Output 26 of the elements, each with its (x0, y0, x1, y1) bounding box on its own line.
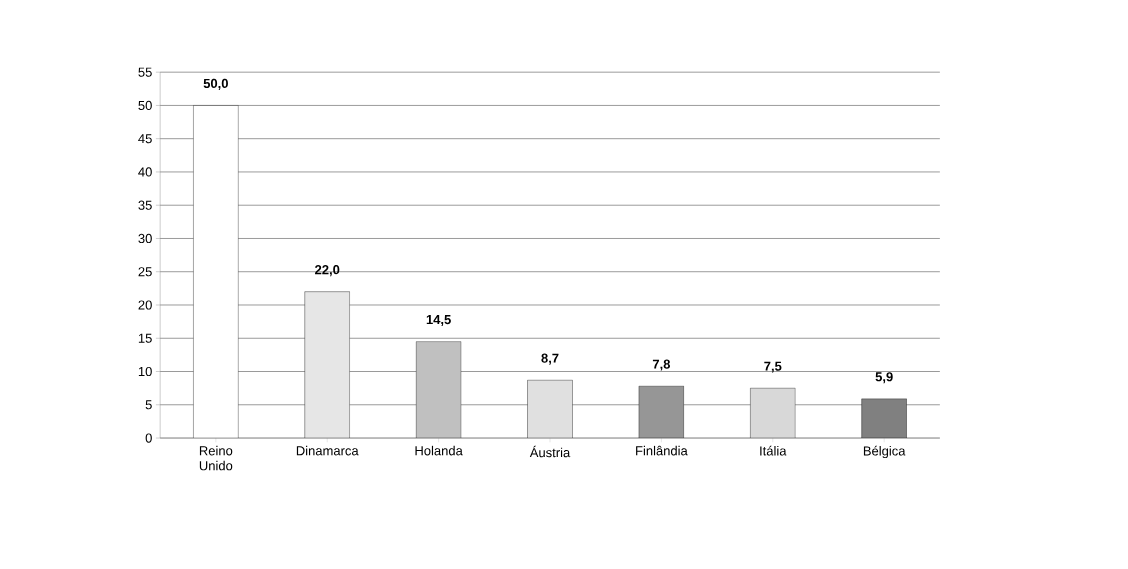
x-tick-label: Itália (760, 445, 787, 456)
data-label: 7,5 (764, 361, 782, 373)
x-tick-label: Finlândia (636, 445, 688, 456)
y-tick-label: 10 (138, 366, 152, 377)
y-tick-label: 45 (138, 134, 152, 144)
y-tick-label: 30 (138, 233, 152, 243)
y-tick-label: 50 (138, 100, 152, 110)
data-label: 14,5 (426, 315, 451, 326)
y-tick-label: 20 (138, 300, 152, 310)
x-tick-label: Reino Unido (199, 445, 233, 471)
data-label: 8,7 (541, 353, 559, 365)
data-label: 50,0 (203, 78, 228, 90)
data-label: 22,0 (315, 264, 340, 277)
y-tick-label: 0 (145, 433, 152, 443)
y-tick-label: 55 (138, 67, 152, 77)
y-tick-label: 15 (138, 333, 152, 343)
data-label: 7,8 (652, 359, 671, 371)
data-label: 5,9 (875, 372, 893, 384)
y-tick-label: 5 (145, 400, 152, 410)
y-tick-label: 35 (138, 200, 152, 210)
x-tick-label: Bélgica (863, 445, 906, 458)
x-tick-label: Dinamarca (296, 445, 359, 456)
y-tick-label: 25 (138, 267, 152, 277)
x-tick-label: Holanda (415, 445, 463, 456)
x-tick-label: Áustria (529, 445, 571, 458)
y-tick-label: 40 (138, 167, 152, 177)
